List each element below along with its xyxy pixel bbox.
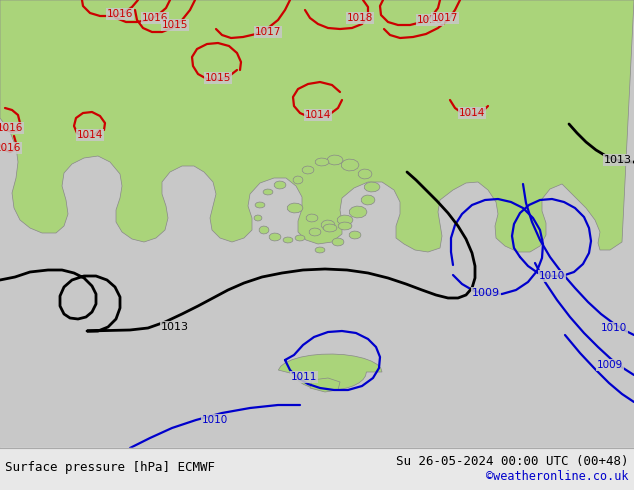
- Text: 1009: 1009: [597, 360, 623, 370]
- Polygon shape: [349, 206, 367, 218]
- Polygon shape: [310, 378, 340, 392]
- Bar: [0, 448, 634, 490]
- Text: 1016: 1016: [0, 143, 21, 153]
- Text: Surface pressure [hPa] ECMWF: Surface pressure [hPa] ECMWF: [5, 461, 215, 473]
- Polygon shape: [287, 203, 303, 213]
- Text: 1016: 1016: [0, 123, 23, 133]
- Text: 1018: 1018: [417, 15, 443, 25]
- Text: 1015: 1015: [205, 73, 231, 83]
- Polygon shape: [337, 215, 353, 225]
- Text: 1014: 1014: [77, 130, 103, 140]
- Text: 1010: 1010: [202, 415, 228, 425]
- Text: 1018: 1018: [347, 13, 373, 23]
- Polygon shape: [283, 237, 293, 243]
- Polygon shape: [0, 0, 634, 252]
- Text: 1017: 1017: [432, 13, 458, 23]
- Text: 1009: 1009: [472, 288, 500, 298]
- Polygon shape: [315, 158, 329, 166]
- Polygon shape: [327, 155, 343, 165]
- Polygon shape: [349, 231, 361, 239]
- Polygon shape: [309, 228, 321, 236]
- Text: 1014: 1014: [459, 108, 485, 118]
- Polygon shape: [332, 238, 344, 246]
- Polygon shape: [269, 233, 281, 241]
- Polygon shape: [361, 195, 375, 205]
- Polygon shape: [295, 235, 305, 241]
- Text: 1013: 1013: [604, 155, 632, 165]
- Polygon shape: [302, 166, 314, 174]
- Polygon shape: [339, 222, 352, 230]
- Text: ©weatheronline.co.uk: ©weatheronline.co.uk: [486, 470, 629, 484]
- Polygon shape: [306, 214, 318, 222]
- Polygon shape: [275, 181, 286, 189]
- Text: 1011: 1011: [291, 372, 317, 382]
- Polygon shape: [259, 226, 269, 234]
- Text: 1016: 1016: [142, 13, 168, 23]
- Polygon shape: [323, 224, 337, 232]
- Polygon shape: [321, 220, 335, 230]
- Text: 1016: 1016: [107, 9, 133, 19]
- Polygon shape: [315, 247, 325, 253]
- Text: 1017: 1017: [255, 27, 281, 37]
- Polygon shape: [278, 354, 382, 390]
- Text: 1010: 1010: [539, 271, 565, 281]
- Polygon shape: [365, 182, 380, 192]
- Text: Su 26-05-2024 00:00 UTC (00+48): Su 26-05-2024 00:00 UTC (00+48): [396, 456, 629, 468]
- Text: 1010: 1010: [601, 323, 627, 333]
- Text: 1013: 1013: [161, 322, 189, 332]
- Text: 1015: 1015: [162, 20, 188, 30]
- Polygon shape: [254, 215, 262, 221]
- Polygon shape: [358, 169, 372, 179]
- Polygon shape: [293, 176, 303, 184]
- Text: 1014: 1014: [305, 110, 331, 120]
- Polygon shape: [263, 189, 273, 195]
- Polygon shape: [341, 159, 359, 171]
- Polygon shape: [256, 202, 265, 208]
